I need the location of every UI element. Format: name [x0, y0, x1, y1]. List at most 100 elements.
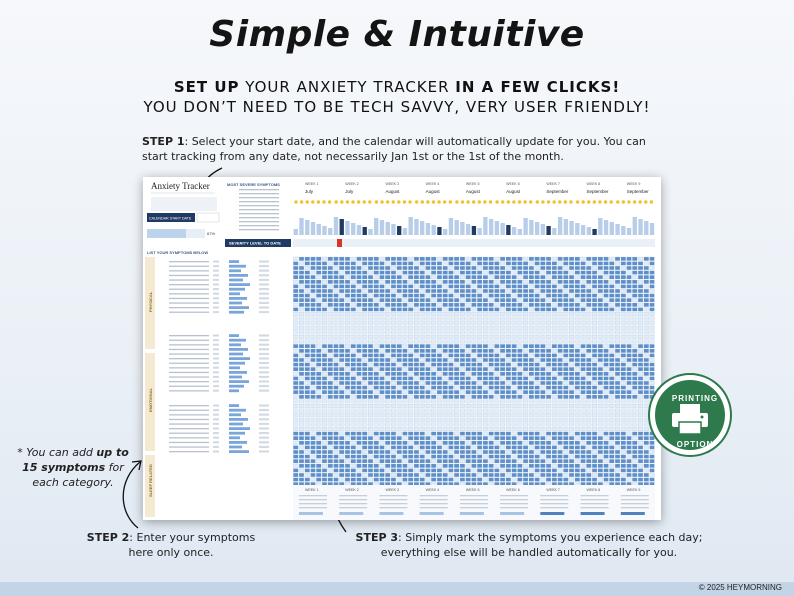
- symptom-checkbox[interactable]: [396, 339, 402, 344]
- symptom-checkbox[interactable]: [431, 376, 437, 381]
- symptom-checkbox[interactable]: [327, 454, 333, 459]
- symptom-checkbox[interactable]: [638, 431, 644, 436]
- symptom-checkbox[interactable]: [603, 440, 609, 445]
- symptom-checkbox[interactable]: [442, 275, 448, 280]
- symptom-checkbox[interactable]: [396, 477, 402, 482]
- symptom-checkbox[interactable]: [465, 450, 471, 454]
- symptom-checkbox[interactable]: [528, 312, 534, 316]
- symptom-checkbox[interactable]: [459, 367, 465, 372]
- symptom-checkbox[interactable]: [523, 275, 529, 280]
- symptom-checkbox[interactable]: [350, 261, 356, 266]
- symptom-checkbox[interactable]: [379, 404, 385, 408]
- symptom-checkbox[interactable]: [367, 362, 373, 367]
- symptom-checkbox[interactable]: [540, 394, 546, 399]
- symptom-checkbox[interactable]: [402, 266, 408, 270]
- symptom-checkbox[interactable]: [471, 454, 477, 459]
- symptom-checkbox[interactable]: [408, 404, 414, 408]
- symptom-checkbox[interactable]: [356, 293, 362, 298]
- symptom-checkbox[interactable]: [390, 284, 396, 289]
- symptom-checkbox[interactable]: [425, 454, 431, 459]
- symptom-checkbox[interactable]: [442, 284, 448, 289]
- symptom-checkbox[interactable]: [500, 312, 506, 316]
- symptom-checkbox[interactable]: [563, 431, 569, 436]
- symptom-checkbox[interactable]: [362, 289, 368, 293]
- symptom-checkbox[interactable]: [448, 404, 454, 408]
- symptom-checkbox[interactable]: [396, 353, 402, 358]
- symptom-checkbox[interactable]: [299, 275, 304, 280]
- symptom-checkbox[interactable]: [310, 381, 316, 385]
- symptom-checkbox[interactable]: [333, 302, 339, 307]
- symptom-checkbox[interactable]: [551, 399, 557, 404]
- symptom-checkbox[interactable]: [362, 390, 368, 395]
- symptom-checkbox[interactable]: [362, 450, 368, 454]
- symptom-checkbox[interactable]: [505, 367, 511, 372]
- symptom-checkbox[interactable]: [471, 413, 477, 418]
- symptom-checkbox[interactable]: [459, 417, 465, 422]
- symptom-checkbox[interactable]: [356, 284, 362, 289]
- symptom-checkbox[interactable]: [345, 344, 350, 349]
- symptom-checkbox[interactable]: [592, 385, 598, 390]
- symptom-checkbox[interactable]: [299, 270, 304, 275]
- symptom-checkbox[interactable]: [431, 307, 437, 312]
- symptom-checkbox[interactable]: [459, 413, 465, 418]
- symptom-checkbox[interactable]: [310, 394, 316, 399]
- symptom-checkbox[interactable]: [425, 445, 431, 450]
- symptom-checkbox[interactable]: [528, 298, 534, 303]
- symptom-checkbox[interactable]: [322, 417, 327, 422]
- symptom-checkbox[interactable]: [316, 353, 322, 358]
- symptom-checkbox[interactable]: [299, 459, 304, 464]
- symptom-checkbox[interactable]: [436, 307, 442, 312]
- symptom-checkbox[interactable]: [482, 463, 488, 468]
- symptom-checkbox[interactable]: [327, 275, 333, 280]
- symptom-checkbox[interactable]: [494, 325, 500, 330]
- symptom-checkbox[interactable]: [356, 454, 362, 459]
- symptom-checkbox[interactable]: [569, 261, 575, 266]
- symptom-checkbox[interactable]: [448, 454, 454, 459]
- symptom-checkbox[interactable]: [580, 293, 586, 298]
- symptom-checkbox[interactable]: [436, 450, 442, 454]
- symptom-checkbox[interactable]: [477, 422, 483, 427]
- symptom-checkbox[interactable]: [390, 390, 396, 395]
- symptom-checkbox[interactable]: [471, 289, 477, 293]
- symptom-checkbox[interactable]: [299, 473, 304, 477]
- symptom-checkbox[interactable]: [345, 399, 350, 404]
- symptom-checkbox[interactable]: [488, 427, 494, 431]
- symptom-checkbox[interactable]: [615, 413, 621, 418]
- symptom-checkbox[interactable]: [293, 353, 299, 358]
- symptom-checkbox[interactable]: [327, 307, 333, 312]
- symptom-checkbox[interactable]: [339, 422, 345, 427]
- symptom-checkbox[interactable]: [390, 440, 396, 445]
- symptom-checkbox[interactable]: [643, 436, 649, 441]
- symptom-checkbox[interactable]: [540, 463, 546, 468]
- symptom-checkbox[interactable]: [373, 330, 379, 335]
- symptom-checkbox[interactable]: [327, 473, 333, 477]
- symptom-checkbox[interactable]: [396, 399, 402, 404]
- symptom-checkbox[interactable]: [563, 266, 569, 270]
- symptom-checkbox[interactable]: [597, 289, 603, 293]
- symptom-checkbox[interactable]: [379, 459, 385, 464]
- symptom-checkbox[interactable]: [528, 362, 534, 367]
- symptom-checkbox[interactable]: [557, 325, 563, 330]
- symptom-checkbox[interactable]: [523, 431, 529, 436]
- symptom-checkbox[interactable]: [586, 385, 592, 390]
- symptom-checkbox[interactable]: [385, 307, 391, 312]
- symptom-checkbox[interactable]: [482, 436, 488, 441]
- symptom-checkbox[interactable]: [517, 362, 523, 367]
- symptom-checkbox[interactable]: [356, 427, 362, 431]
- symptom-checkbox[interactable]: [299, 321, 304, 326]
- symptom-checkbox[interactable]: [454, 298, 460, 303]
- symptom-checkbox[interactable]: [500, 302, 506, 307]
- symptom-checkbox[interactable]: [419, 266, 425, 270]
- symptom-checkbox[interactable]: [413, 316, 419, 321]
- symptom-checkbox[interactable]: [626, 463, 632, 468]
- symptom-checkbox[interactable]: [385, 353, 391, 358]
- symptom-checkbox[interactable]: [459, 473, 465, 477]
- symptom-checkbox[interactable]: [557, 261, 563, 266]
- symptom-checkbox[interactable]: [494, 321, 500, 326]
- symptom-checkbox[interactable]: [379, 358, 385, 362]
- symptom-checkbox[interactable]: [592, 413, 598, 418]
- symptom-checkbox[interactable]: [477, 275, 483, 280]
- symptom-checkbox[interactable]: [638, 298, 644, 303]
- symptom-checkbox[interactable]: [649, 473, 655, 477]
- symptom-checkbox[interactable]: [477, 445, 483, 450]
